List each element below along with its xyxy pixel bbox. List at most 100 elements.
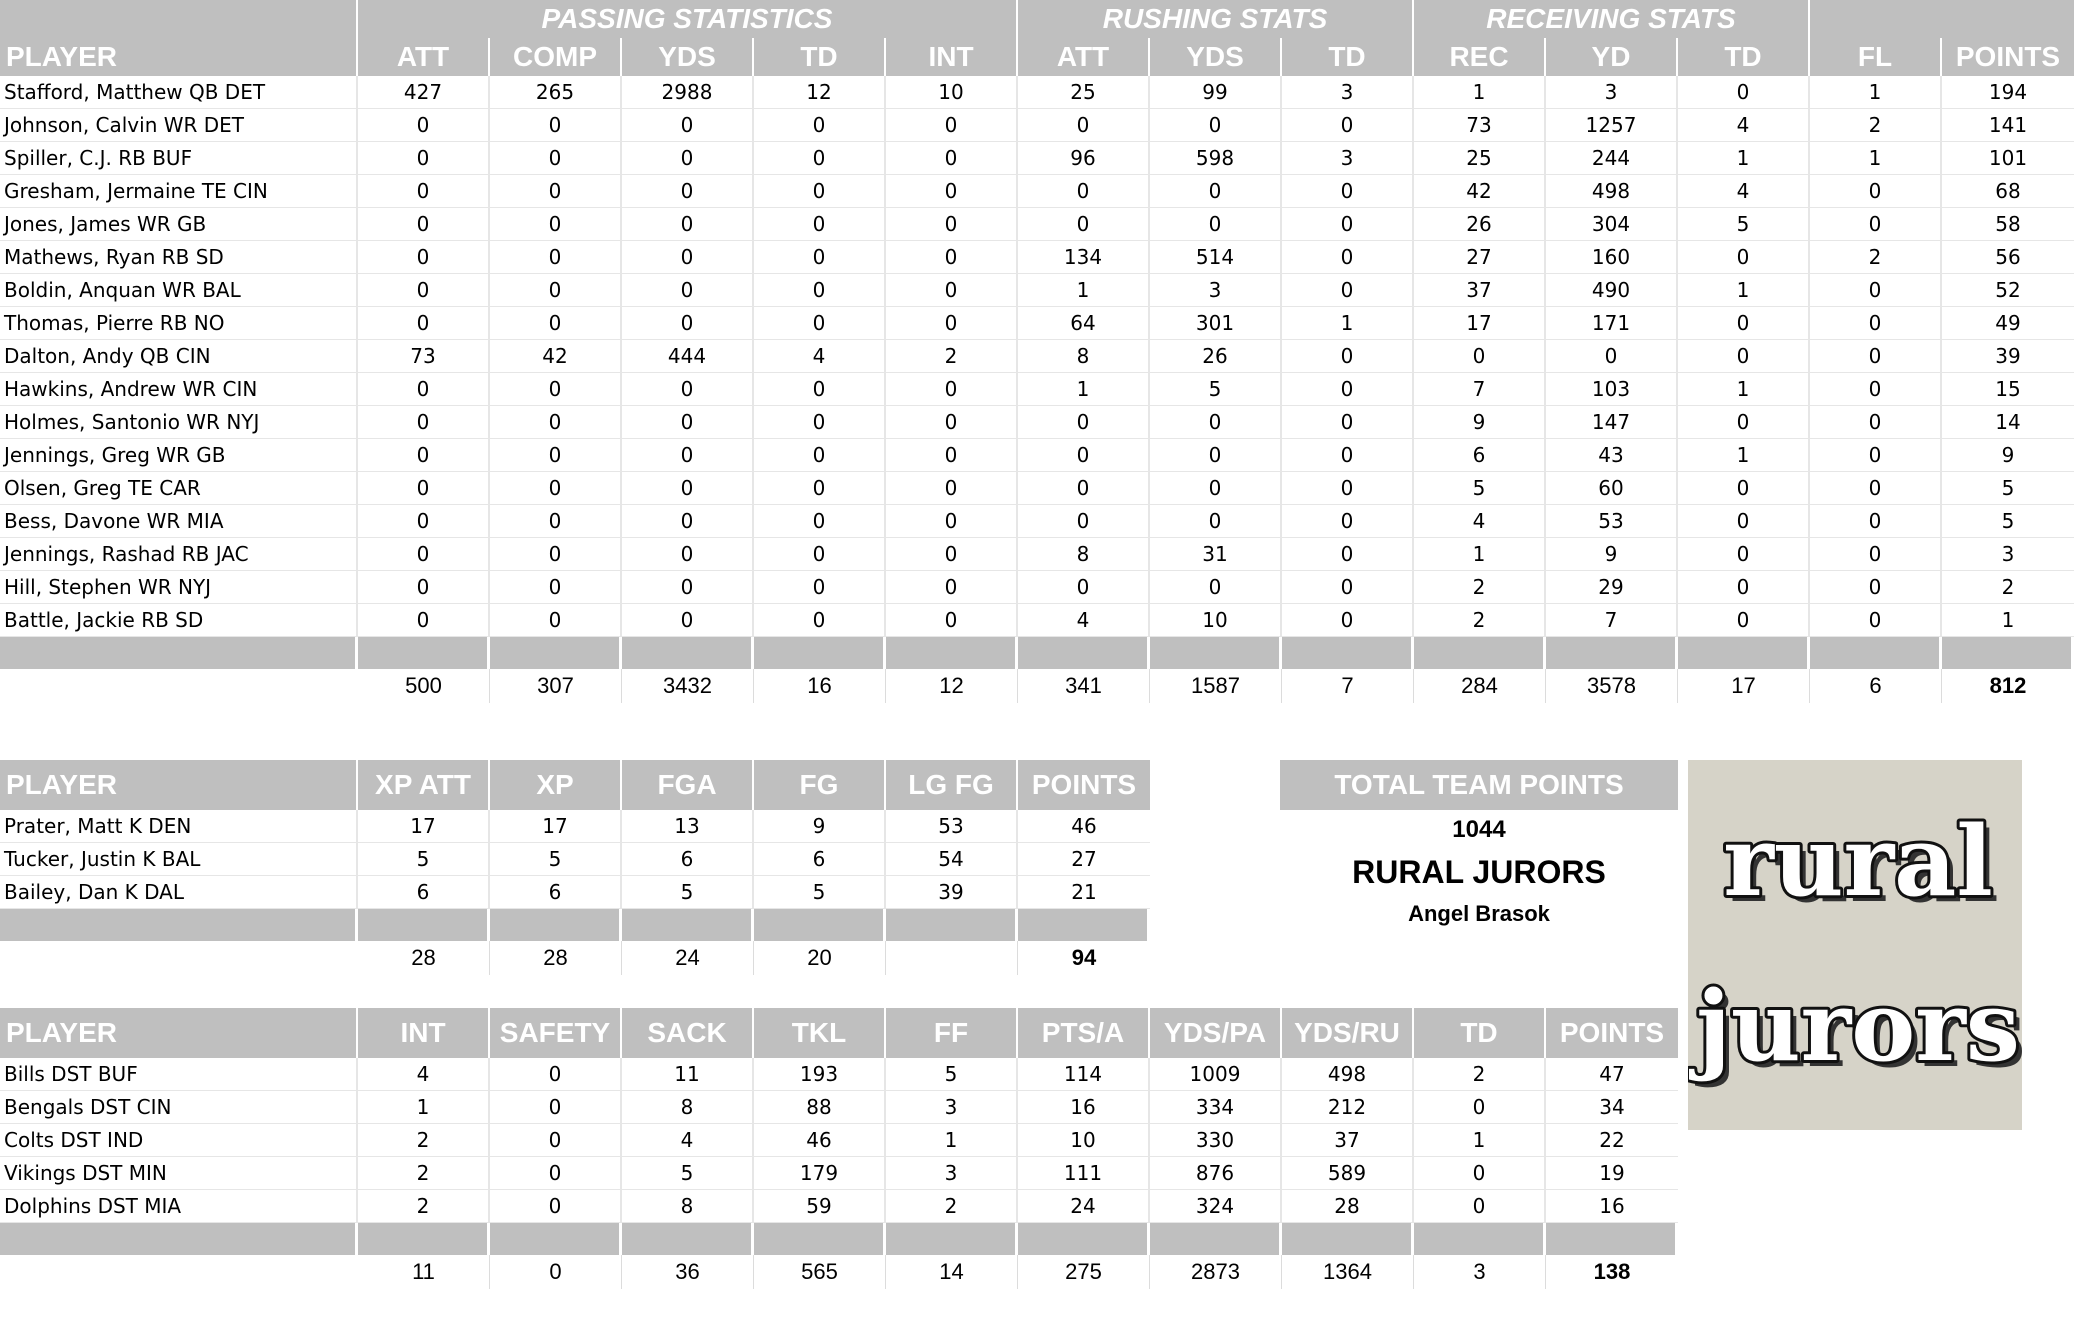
- table-row: Gresham, Jermaine TE CIN 0 0 0 0 0 0 0 0 42 498 4 0 6…: [0, 175, 2074, 208]
- stat-cell: 0: [358, 208, 490, 241]
- stat-cell: 3: [1942, 538, 2074, 571]
- separator-cell: [358, 637, 490, 669]
- column-header: TKL: [754, 1008, 886, 1058]
- total-cell: 6: [1810, 669, 1942, 703]
- separator-cell: [1018, 909, 1150, 941]
- table-row: Battle, Jackie RB SD 0 0 0 0 0 4 10 0 2 7 0 0 1: [0, 604, 2074, 637]
- stat-cell: 25: [1018, 76, 1150, 109]
- stat-cell: 7: [1546, 604, 1678, 637]
- player-name: Mathews, Ryan RB SD: [0, 241, 358, 274]
- stat-cell: 1: [1018, 373, 1150, 406]
- stat-cell: 0: [1282, 208, 1414, 241]
- stat-cell: 5: [490, 843, 622, 876]
- stat-cell: 265: [490, 76, 622, 109]
- stat-cell: 29: [1546, 571, 1678, 604]
- stat-cell: 88: [754, 1091, 886, 1124]
- stat-cell: 15: [1942, 373, 2074, 406]
- player-name: Stafford, Matthew QB DET: [0, 76, 358, 109]
- table-row: Prater, Matt K DEN 17 17 13 9 53 46: [0, 810, 1150, 843]
- group-header-cell: [0, 0, 358, 38]
- stat-cell: 17: [1414, 307, 1546, 340]
- stat-cell: 0: [1018, 406, 1150, 439]
- column-header: LG FG: [886, 760, 1018, 810]
- stat-cell: 64: [1018, 307, 1150, 340]
- stat-cell: 9: [754, 810, 886, 843]
- stat-cell: 0: [358, 538, 490, 571]
- stat-cell: 427: [358, 76, 490, 109]
- stat-cell: 6: [358, 876, 490, 909]
- stat-cell: 0: [1018, 175, 1150, 208]
- total-cell: 275: [1018, 1255, 1150, 1289]
- stat-cell: 194: [1942, 76, 2074, 109]
- stat-cell: 0: [490, 538, 622, 571]
- player-name: Bills DST BUF: [0, 1058, 358, 1091]
- stat-cell: 0: [1414, 1157, 1546, 1190]
- stat-cell: 0: [622, 604, 754, 637]
- player-name: Hill, Stephen WR NYJ: [0, 571, 358, 604]
- stat-cell: 101: [1942, 142, 2074, 175]
- stat-cell: 193: [754, 1058, 886, 1091]
- separator-cell: [490, 1223, 622, 1255]
- column-header: YDS: [1150, 38, 1282, 76]
- stat-cell: 514: [1150, 241, 1282, 274]
- table-row: Mathews, Ryan RB SD 0 0 0 0 0 134 514 0 27 160 0 2 56: [0, 241, 2074, 274]
- table-row: Vikings DST MIN 2 0 5 179 3 111 876 589 0 19: [0, 1157, 1678, 1190]
- kickers-table: PLAYER XP ATT XP FGA FG LG FG POINTS Prater, Ma…: [0, 760, 1150, 975]
- player-name: Gresham, Jermaine TE CIN: [0, 175, 358, 208]
- stat-cell: 1: [1414, 76, 1546, 109]
- stat-cell: 0: [490, 142, 622, 175]
- stat-cell: 0: [1282, 406, 1414, 439]
- stat-cell: 160: [1546, 241, 1678, 274]
- stat-cell: 0: [1810, 340, 1942, 373]
- stat-cell: 0: [1150, 175, 1282, 208]
- column-header: COMP: [490, 38, 622, 76]
- stat-cell: 0: [1150, 109, 1282, 142]
- stat-cell: 0: [886, 208, 1018, 241]
- stat-cell: 111: [1018, 1157, 1150, 1190]
- total-cell: 3432: [622, 669, 754, 703]
- total-cell: 2873: [1150, 1255, 1282, 1289]
- stat-cell: 3: [1282, 76, 1414, 109]
- stat-cell: 2: [358, 1190, 490, 1223]
- table-row: Thomas, Pierre RB NO 0 0 0 0 0 64 301 1 17 171 0 0 49: [0, 307, 2074, 340]
- stat-cell: 0: [358, 175, 490, 208]
- total-points: 812: [1989, 673, 2027, 698]
- separator-cell: [622, 637, 754, 669]
- stat-cell: 0: [622, 241, 754, 274]
- stat-cell: 0: [1810, 604, 1942, 637]
- total-cell: 0: [490, 1255, 622, 1289]
- table-row: Bess, Davone WR MIA 0 0 0 0 0 0 0 0 4 53 0 0 5: [0, 505, 2074, 538]
- stat-cell: 0: [1678, 604, 1810, 637]
- separator-cell: [1810, 637, 1942, 669]
- logo-shadow-1: rural: [1729, 811, 1999, 924]
- separator-cell: [1942, 637, 2074, 669]
- stat-cell: 1: [1678, 373, 1810, 406]
- stat-cell: 14: [1942, 406, 2074, 439]
- logo-line-1: rural: [1723, 805, 1993, 918]
- stat-cell: 0: [886, 406, 1018, 439]
- stat-cell: 0: [358, 307, 490, 340]
- stat-cell: 5: [622, 876, 754, 909]
- stat-cell: 876: [1150, 1157, 1282, 1190]
- stat-cell: 0: [1282, 538, 1414, 571]
- stat-cell: 1: [886, 1124, 1018, 1157]
- total-cell: 28: [358, 941, 490, 975]
- stat-cell: 42: [490, 340, 622, 373]
- kickers-column-header: PLAYER XP ATT XP FGA FG LG FG POINTS: [0, 760, 1150, 810]
- stat-cell: 5: [358, 843, 490, 876]
- stat-cell: 6: [1414, 439, 1546, 472]
- stat-cell: 1: [1018, 274, 1150, 307]
- stat-cell: 12: [754, 76, 886, 109]
- stat-cell: 0: [754, 538, 886, 571]
- stat-cell: 0: [358, 505, 490, 538]
- table-row: Dalton, Andy QB CIN 73 42 444 4 2 8 26 0 0 0 0 0 39: [0, 340, 2074, 373]
- stat-cell: 0: [754, 472, 886, 505]
- column-header: PLAYER: [0, 1008, 358, 1058]
- stat-cell: 0: [1150, 472, 1282, 505]
- stat-cell: 0: [886, 604, 1018, 637]
- stat-cell: 0: [490, 571, 622, 604]
- stat-cell: 0: [886, 175, 1018, 208]
- stat-cell: 19: [1546, 1157, 1678, 1190]
- stat-cell: 0: [1150, 571, 1282, 604]
- stat-cell: 0: [358, 406, 490, 439]
